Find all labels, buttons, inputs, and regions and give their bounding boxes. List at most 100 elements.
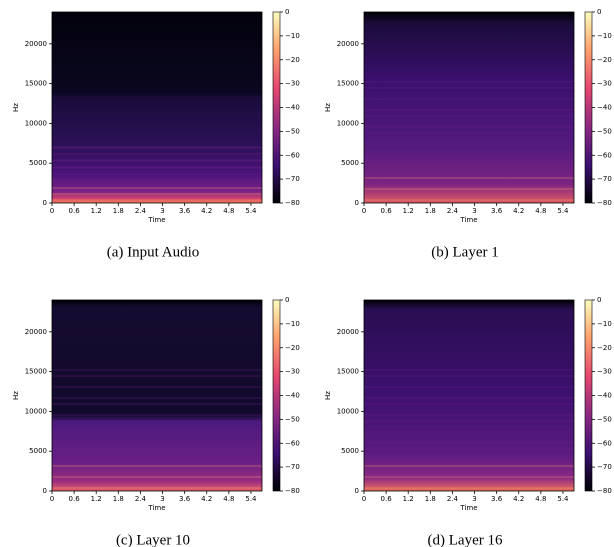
colorbar-tick-label: −30 — [285, 368, 300, 376]
x-tick-label: 1.8 — [425, 495, 436, 503]
colorbar-tick-label: −80 — [597, 487, 612, 495]
x-tick-label: 0.6 — [381, 207, 393, 215]
x-axis-label: Time — [459, 504, 477, 512]
x-tick-label: 4.2 — [513, 495, 524, 503]
colorbar-tick-label: 0 — [597, 8, 601, 16]
y-axis-label: Hz — [12, 103, 20, 112]
colorbar — [272, 11, 281, 204]
colorbar-tick-label: −10 — [597, 320, 612, 328]
x-tick-label: 3.6 — [491, 495, 503, 503]
colorbar-tick-label: −50 — [597, 127, 612, 135]
x-axis-label: Time — [459, 216, 477, 224]
axes-frame — [51, 11, 263, 204]
colorbar-tick-label: −60 — [285, 439, 300, 447]
x-tick-label: 5.4 — [557, 495, 569, 503]
caption: (b) Layer 1 — [431, 244, 498, 260]
colorbar-tick-label: −60 — [597, 151, 612, 159]
axes-frame — [363, 299, 575, 492]
colorbar-tick-label: −10 — [285, 320, 300, 328]
colorbar — [272, 299, 281, 492]
y-tick-label: 20000 — [25, 328, 47, 336]
x-tick-label: 1.8 — [113, 495, 124, 503]
x-tick-label: 1.2 — [91, 495, 102, 503]
colorbar-tick-label: −30 — [597, 80, 612, 88]
x-tick-label: 4.8 — [535, 207, 546, 215]
colorbar-tick-label: −40 — [597, 104, 612, 112]
colorbar-tick-label: −30 — [285, 80, 300, 88]
colorbar-tick-label: −20 — [597, 344, 612, 352]
y-tick-label: 5000 — [29, 159, 47, 167]
y-tick-label: 5000 — [29, 447, 47, 455]
y-tick-label: 15000 — [25, 80, 47, 88]
x-tick-label: 4.2 — [513, 207, 524, 215]
axes-frame — [363, 11, 575, 204]
spectrogram-image — [364, 300, 574, 491]
x-tick-label: 3 — [160, 495, 164, 503]
x-axis-label: Time — [147, 504, 165, 512]
x-tick-label: 3.6 — [179, 207, 191, 215]
x-tick-label: 3 — [472, 495, 476, 503]
colorbar-tick-label: −50 — [285, 127, 300, 135]
x-tick-label: 5.4 — [245, 495, 257, 503]
colorbar-tick-label: −70 — [285, 463, 300, 471]
x-tick-label: 0.6 — [69, 207, 81, 215]
x-tick-label: 2.4 — [135, 495, 147, 503]
y-tick-label: 0 — [43, 487, 47, 495]
x-tick-label: 0.6 — [381, 495, 393, 503]
x-tick-label: 1.8 — [425, 207, 436, 215]
x-tick-label: 0 — [50, 207, 54, 215]
colorbar-tick-label: −70 — [285, 175, 300, 183]
y-axis-label: Hz — [324, 391, 332, 400]
y-tick-label: 5000 — [341, 447, 359, 455]
colorbar-tick-label: −30 — [597, 368, 612, 376]
colorbar-tick-label: −20 — [285, 344, 300, 352]
colorbar-tick-label: −20 — [285, 56, 300, 64]
colorbar-tick-label: 0 — [285, 8, 289, 16]
colorbar-tick-label: 0 — [285, 296, 289, 304]
x-tick-label: 0.6 — [69, 495, 81, 503]
x-tick-label: 1.2 — [403, 495, 414, 503]
x-axis-label: Time — [147, 216, 165, 224]
colorbar-tick-label: −10 — [285, 32, 300, 40]
x-tick-label: 1.2 — [91, 207, 102, 215]
x-tick-label: 3 — [160, 207, 164, 215]
x-tick-label: 2.4 — [447, 495, 459, 503]
y-tick-label: 20000 — [337, 328, 359, 336]
y-axis-label: Hz — [324, 103, 332, 112]
x-tick-label: 4.2 — [201, 207, 212, 215]
colorbar-tick-label: −50 — [597, 415, 612, 423]
colorbar-tick-label: −70 — [597, 463, 612, 471]
caption: (a) Input Audio — [107, 244, 199, 260]
colorbar-tick-label: −40 — [597, 392, 612, 400]
colorbar-tick-label: −70 — [597, 175, 612, 183]
x-tick-label: 5.4 — [245, 207, 257, 215]
colorbar-tick-label: −40 — [285, 104, 300, 112]
y-tick-label: 20000 — [337, 40, 359, 48]
x-tick-label: 4.8 — [535, 495, 546, 503]
colorbar-tick-label: −80 — [285, 199, 300, 207]
colorbar — [584, 11, 593, 204]
x-tick-label: 1.8 — [113, 207, 124, 215]
y-tick-label: 0 — [355, 487, 359, 495]
caption: (d) Layer 16 — [428, 532, 503, 547]
spectrogram-image — [52, 300, 262, 491]
x-tick-label: 4.8 — [223, 495, 234, 503]
y-tick-label: 15000 — [337, 80, 359, 88]
y-tick-label: 10000 — [25, 407, 47, 415]
y-tick-label: 15000 — [25, 368, 47, 376]
x-tick-label: 2.4 — [135, 207, 147, 215]
colorbar-tick-label: 0 — [597, 296, 601, 304]
colorbar-tick-label: −60 — [285, 151, 300, 159]
colorbar-tick-label: −10 — [597, 32, 612, 40]
x-tick-label: 5.4 — [557, 207, 569, 215]
x-tick-label: 2.4 — [447, 207, 459, 215]
colorbar-tick-label: −80 — [597, 199, 612, 207]
y-tick-label: 10000 — [25, 119, 47, 127]
y-tick-label: 5000 — [341, 159, 359, 167]
caption: (c) Layer 10 — [116, 532, 190, 547]
y-tick-label: 0 — [43, 199, 47, 207]
x-tick-label: 0 — [362, 207, 366, 215]
x-tick-label: 4.2 — [201, 495, 212, 503]
y-tick-label: 10000 — [337, 119, 359, 127]
